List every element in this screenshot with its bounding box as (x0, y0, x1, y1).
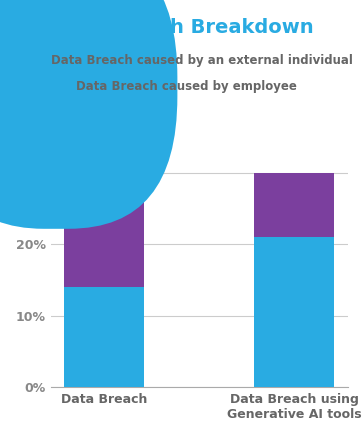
Text: Data Breach caused by an external individual: Data Breach caused by an external indivi… (51, 54, 353, 67)
Text: Data Breach caused by employee: Data Breach caused by employee (76, 80, 297, 93)
Bar (254, 172, 334, 237)
Text: Data Breach Breakdown: Data Breach Breakdown (49, 18, 313, 37)
Bar (254, 237, 334, 387)
Bar (64, 287, 144, 387)
Bar (64, 172, 144, 287)
